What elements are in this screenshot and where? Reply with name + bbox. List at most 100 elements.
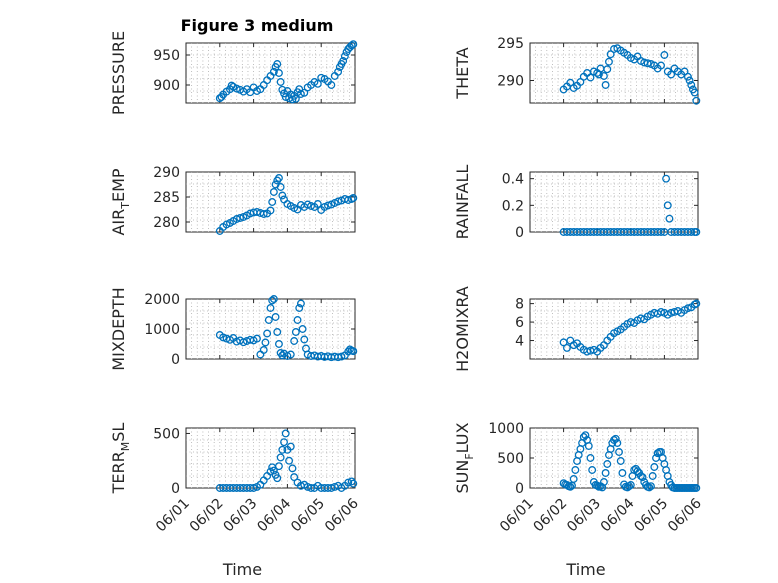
y-tick-label: 6 xyxy=(515,315,524,331)
x-tick-label: 06/02 xyxy=(187,496,227,536)
data-point xyxy=(603,460,612,468)
y-tick-label: 1000 xyxy=(488,421,524,437)
y-tick-label: 2000 xyxy=(144,292,180,308)
data-point xyxy=(692,228,701,236)
x-tick-label: 06/03 xyxy=(564,496,604,536)
data-point xyxy=(660,51,669,59)
data-point xyxy=(271,313,280,321)
data-point xyxy=(603,65,612,74)
data-point xyxy=(281,429,290,438)
data-point xyxy=(275,340,283,348)
data-point xyxy=(687,228,696,236)
data-point xyxy=(625,482,634,491)
data-point xyxy=(692,299,701,308)
data-point xyxy=(344,478,353,487)
data-point xyxy=(269,466,278,475)
data-point xyxy=(288,464,297,473)
data-point xyxy=(667,70,676,79)
axes-frame xyxy=(185,298,356,360)
y-axis-label: TERRMSL xyxy=(109,423,132,495)
y-tick-label: 280 xyxy=(153,215,180,231)
y-tick-label: 0.2 xyxy=(502,198,524,214)
data-point xyxy=(269,67,278,76)
data-point xyxy=(657,228,665,236)
data-point xyxy=(295,304,304,312)
data-point xyxy=(236,214,245,222)
data-point xyxy=(616,457,625,465)
data-point xyxy=(268,198,277,206)
data-point xyxy=(650,463,659,471)
data-point xyxy=(253,334,261,343)
data-point xyxy=(337,352,346,361)
data-point xyxy=(264,316,273,324)
data-point xyxy=(599,72,608,80)
y-tick-label: 285 xyxy=(153,190,180,206)
x-axis-label: Time xyxy=(565,560,605,579)
x-axis-label: Time xyxy=(222,560,262,579)
y-axis-label: AIRTEMP xyxy=(109,168,132,235)
data-point xyxy=(653,449,662,458)
data-point xyxy=(290,337,299,345)
y-tick-label: 0.4 xyxy=(502,172,524,188)
data-point xyxy=(344,196,353,204)
data-point xyxy=(249,484,258,492)
data-point xyxy=(253,208,261,216)
y-tick-label: 4 xyxy=(515,334,524,350)
data-point xyxy=(657,307,665,316)
x-tick-label: 06/04 xyxy=(598,495,638,535)
data-point xyxy=(313,79,322,88)
y-axis-label: THETA xyxy=(453,47,472,99)
data-point xyxy=(563,343,571,352)
data-point xyxy=(334,197,343,206)
data-point xyxy=(687,81,696,89)
data-point xyxy=(280,438,288,447)
y-tick-label: 950 xyxy=(153,48,180,64)
data-point xyxy=(349,40,358,49)
data-point xyxy=(307,484,316,492)
x-tick-label: 06/05 xyxy=(631,496,671,536)
y-tick-label: 0 xyxy=(171,481,180,497)
data-point xyxy=(275,174,283,182)
data-point xyxy=(683,304,692,313)
data-point xyxy=(334,67,343,76)
data-point xyxy=(626,481,635,489)
data-point xyxy=(276,453,285,462)
x-tick-label: 06/01 xyxy=(497,496,537,536)
data-point xyxy=(690,88,699,97)
y-axis-label: SUNFLUX xyxy=(453,422,476,493)
data-point xyxy=(613,439,622,447)
data-point xyxy=(266,206,275,215)
subplot-6: 4 6 8 H2OMIXRA xyxy=(453,286,701,372)
y-tick-label: 8 xyxy=(515,297,524,313)
data-point xyxy=(611,434,620,443)
data-point xyxy=(645,483,654,492)
data-point xyxy=(285,456,294,465)
data-point xyxy=(317,73,326,82)
data-point xyxy=(347,41,356,50)
data-point xyxy=(648,472,657,480)
data-point xyxy=(327,81,336,89)
data-point xyxy=(601,81,610,89)
data-point xyxy=(657,61,665,70)
data-point xyxy=(273,474,282,483)
y-tick-label: 295 xyxy=(497,36,524,52)
data-point xyxy=(586,454,595,462)
data-point xyxy=(618,469,627,477)
data-point xyxy=(327,484,336,492)
data-point xyxy=(571,466,580,474)
data-point xyxy=(569,475,578,483)
data-point xyxy=(307,202,316,210)
data-point xyxy=(276,183,285,191)
data-point xyxy=(278,445,287,454)
data-point xyxy=(324,201,332,210)
data-point xyxy=(347,477,356,486)
data-point xyxy=(339,57,348,65)
axes-frame xyxy=(529,298,699,360)
data-point xyxy=(643,59,652,68)
data-point xyxy=(293,316,302,324)
data-point xyxy=(273,60,282,68)
y-axis-label: H2OMIXRA xyxy=(453,286,472,372)
x-tick-label: 06/02 xyxy=(531,496,571,536)
axes-frame xyxy=(185,427,356,489)
data-point xyxy=(340,52,349,61)
